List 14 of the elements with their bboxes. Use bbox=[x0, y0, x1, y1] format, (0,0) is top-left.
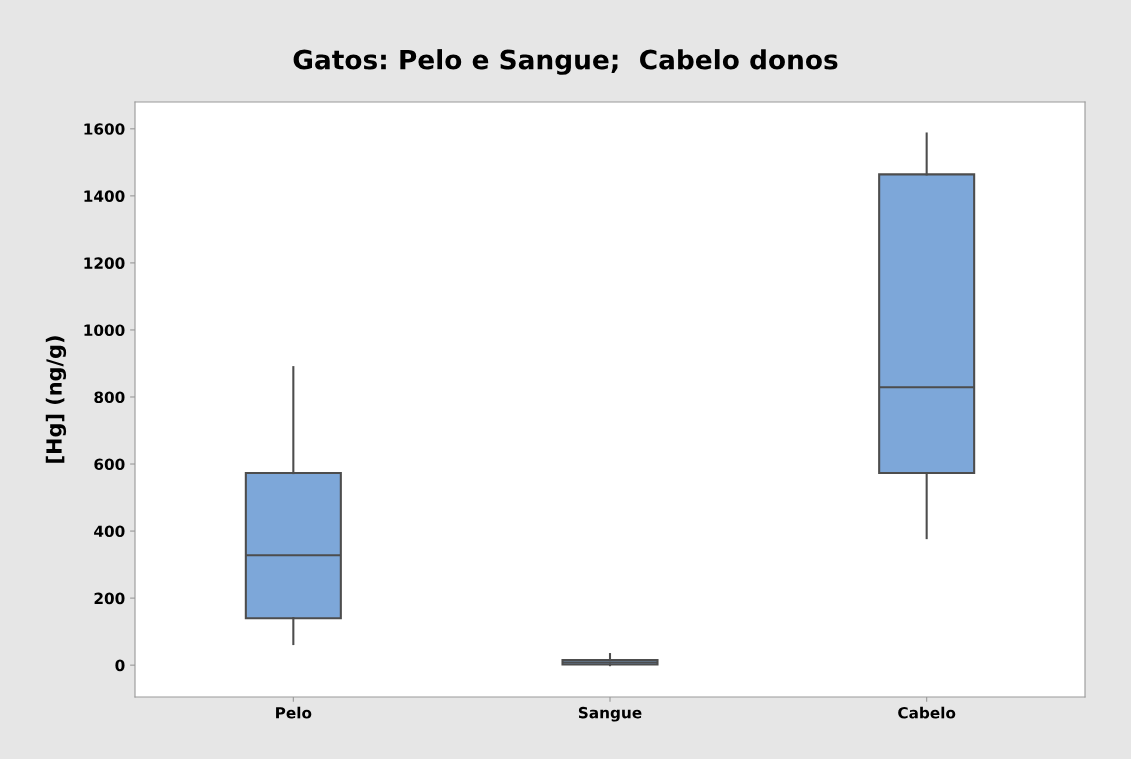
x-tick-label: Sangue bbox=[578, 706, 642, 722]
chart-title: Gatos: Pelo e Sangue; Cabelo donos bbox=[293, 49, 838, 75]
y-tick-label: 800 bbox=[94, 391, 125, 404]
y-tick-label: 200 bbox=[94, 592, 125, 605]
x-tick-label: Cabelo bbox=[898, 706, 956, 719]
y-axis-title: [Hg] (ng/g) bbox=[45, 336, 67, 463]
y-tick-label: 1400 bbox=[84, 190, 125, 202]
y-tick-label: 600 bbox=[94, 458, 125, 471]
y-tick-label: 400 bbox=[94, 525, 125, 538]
x-tick-label: Pelo bbox=[276, 706, 312, 719]
y-tick-label: 0 bbox=[115, 659, 125, 672]
y-tick-label: 1000 bbox=[84, 324, 125, 336]
y-tick-label: 1200 bbox=[84, 257, 125, 269]
y-tick-label: 1600 bbox=[84, 123, 125, 135]
